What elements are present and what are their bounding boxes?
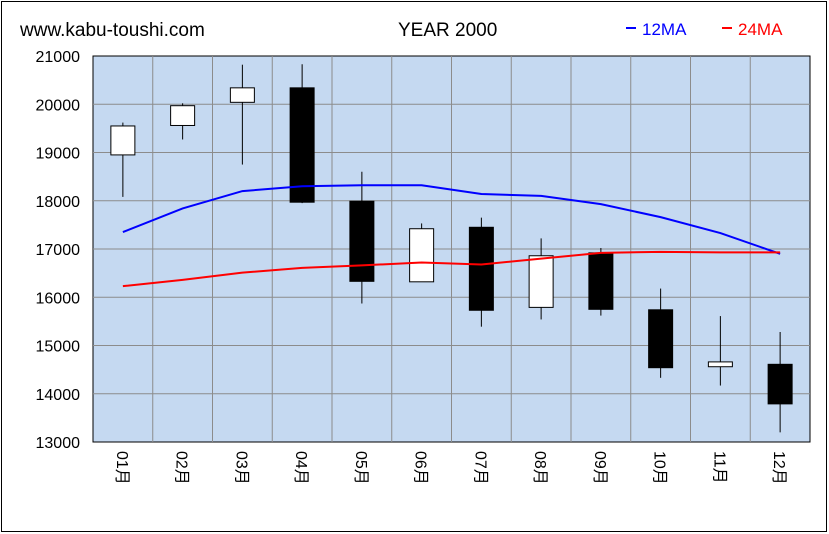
y-tick-label: 13000 [36, 435, 81, 452]
y-axis-ticks: 13000 14000 15000 16000 17000 18000 19000 20000… [36, 49, 81, 452]
y-tick-label: 18000 [36, 194, 81, 211]
candle-body [110, 125, 136, 156]
y-tick-label: 15000 [36, 339, 81, 356]
x-tick-label: 12月 [770, 451, 787, 485]
grid [93, 56, 810, 442]
chart-title: YEAR 2000 [398, 20, 497, 41]
x-tick-label: 03月 [232, 451, 249, 485]
x-tick-label: 02月 [173, 451, 190, 485]
x-tick-label: 11月 [710, 451, 727, 484]
site-url: www.kabu-toushi.com [19, 20, 205, 41]
candle-body [409, 228, 435, 283]
ma-line-24ma [122, 250, 781, 288]
legend-12ma-label: 12MA [642, 20, 687, 39]
y-tick-label: 17000 [36, 242, 81, 259]
x-tick-label: 09月 [591, 451, 608, 485]
candle-body [588, 252, 614, 310]
ma-line-12ma [122, 184, 781, 255]
candle-body [229, 87, 255, 103]
candle-body [349, 200, 375, 282]
x-tick-label: 05月 [352, 451, 369, 485]
candle-body [289, 87, 315, 203]
y-tick-label: 19000 [36, 146, 81, 163]
candles [110, 64, 793, 433]
x-tick-label: 06月 [412, 451, 429, 485]
candle-body [170, 105, 196, 126]
y-tick-label: 16000 [36, 290, 81, 307]
x-tick-label: 08月 [531, 451, 548, 485]
candle-body [767, 363, 793, 405]
y-tick-label: 21000 [36, 49, 81, 66]
x-tick-label: 10月 [651, 451, 668, 485]
y-tick-label: 20000 [36, 97, 81, 114]
x-tick-label: 01月 [113, 451, 130, 485]
candle-body [707, 361, 733, 368]
x-axis-ticks: 01月 02月 03月 04月 05月 06月 07月 08月 09月 10月 11月 12月 [113, 451, 787, 485]
y-tick-label: 14000 [36, 387, 81, 404]
x-tick-label: 04月 [292, 451, 309, 485]
candle-body [468, 226, 494, 311]
candle-body [528, 255, 554, 308]
legend: 12MA 24MA [626, 20, 783, 39]
moving-average-lines [122, 184, 781, 288]
legend-24ma-label: 24MA [738, 20, 783, 39]
x-tick-label: 07月 [471, 451, 488, 485]
candle-body [648, 309, 674, 369]
